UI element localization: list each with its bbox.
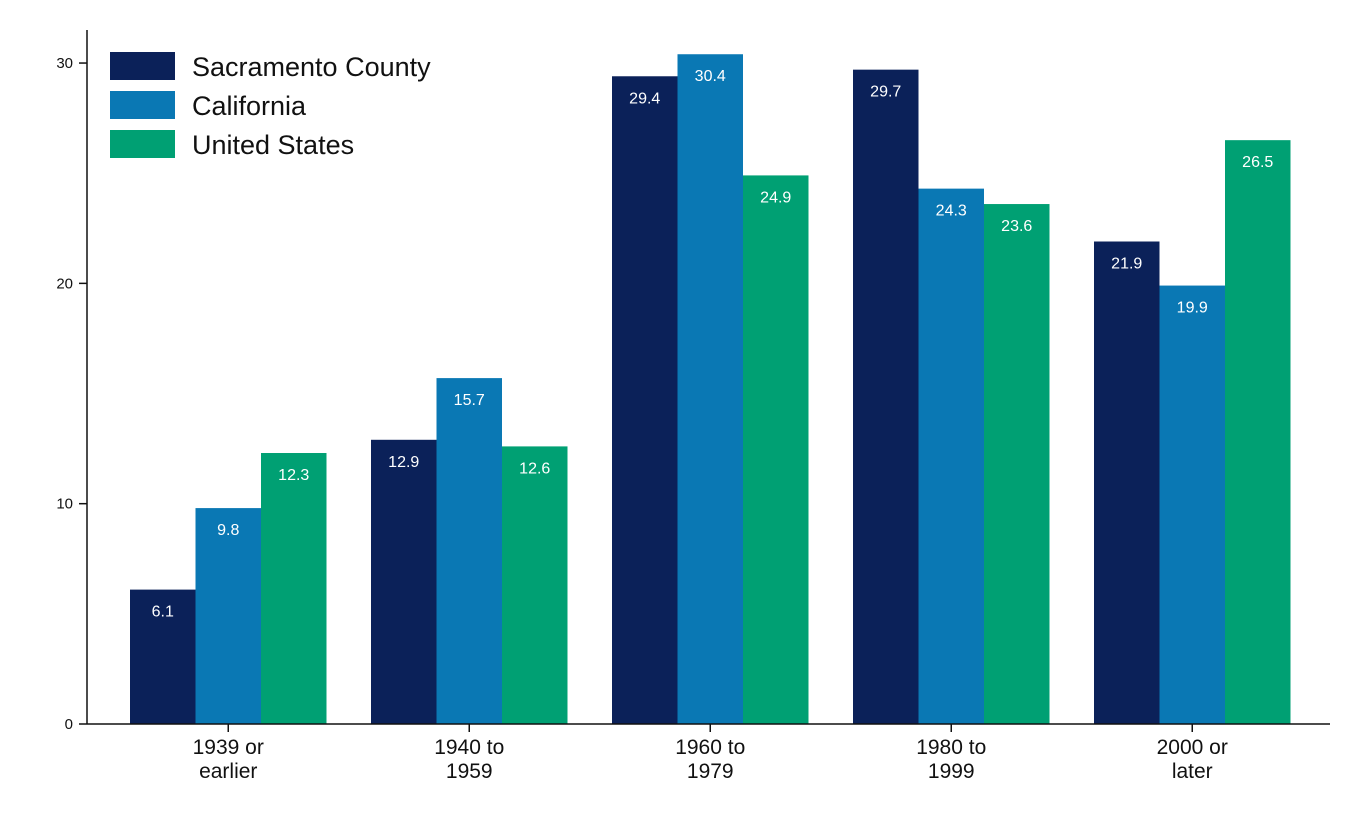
bar-value-label: 19.9 (1177, 300, 1208, 317)
bar-value-label: 24.3 (936, 203, 967, 220)
bar-value-label: 24.9 (760, 189, 791, 206)
bar-value-label: 12.9 (388, 454, 419, 471)
x-tick-label: 1980 to 1999 (916, 736, 986, 783)
bar (918, 188, 984, 725)
bar (984, 204, 1050, 725)
bar-value-label: 12.6 (519, 460, 550, 477)
bar (743, 175, 809, 724)
legend-swatch (110, 91, 175, 119)
bar (261, 453, 327, 724)
y-tick-label: 0 (65, 716, 73, 733)
bar-value-label: 6.1 (152, 604, 174, 621)
bars-group (130, 54, 1291, 725)
bar-value-label: 30.4 (695, 68, 726, 85)
y-ticks-group: 0 10 20 30 (56, 55, 87, 733)
legend-label: United States (192, 130, 354, 160)
bar-value-label: 23.6 (1001, 218, 1032, 235)
x-tick-label: 1960 to 1979 (675, 736, 745, 783)
bar-value-label: 29.4 (629, 90, 660, 107)
y-tick-label: 10 (56, 496, 73, 513)
bar-labels-group: 6.1 12.9 29.4 29.7 21.9 9.8 15.7 30.4 24.3 19.9 12… (152, 68, 1274, 620)
bar (1094, 241, 1160, 724)
x-tick-label: 2000 or later (1157, 736, 1228, 783)
bar (436, 378, 502, 724)
legend-swatch (110, 52, 175, 80)
bar-value-label: 15.7 (454, 392, 485, 409)
bar (677, 54, 743, 724)
legend-label: California (192, 91, 307, 121)
x-tick-label: 1939 or earlier (193, 736, 264, 783)
bar-value-label: 26.5 (1242, 154, 1273, 171)
bar (853, 69, 919, 724)
x-ticks-group: 1939 or earlier 1940 to 1959 1960 to 1979 1980… (193, 724, 1228, 783)
legend: Sacramento County California United States (110, 52, 431, 160)
bar-value-label: 12.3 (278, 467, 309, 484)
y-tick-label: 30 (56, 55, 73, 72)
bar (612, 76, 678, 725)
bar-value-label: 9.8 (217, 522, 239, 539)
bar-value-label: 29.7 (870, 84, 901, 101)
bar (502, 446, 568, 724)
bar (130, 589, 196, 724)
axes-group (86, 30, 1330, 725)
y-tick-label: 20 (56, 275, 73, 292)
legend-swatch (110, 130, 175, 158)
x-tick-label: 1940 to 1959 (434, 736, 504, 783)
bar-value-label: 21.9 (1111, 256, 1142, 273)
bar (1159, 285, 1225, 724)
bar (1225, 140, 1291, 724)
legend-label: Sacramento County (192, 52, 431, 82)
bar (371, 439, 437, 724)
bar (195, 508, 261, 724)
